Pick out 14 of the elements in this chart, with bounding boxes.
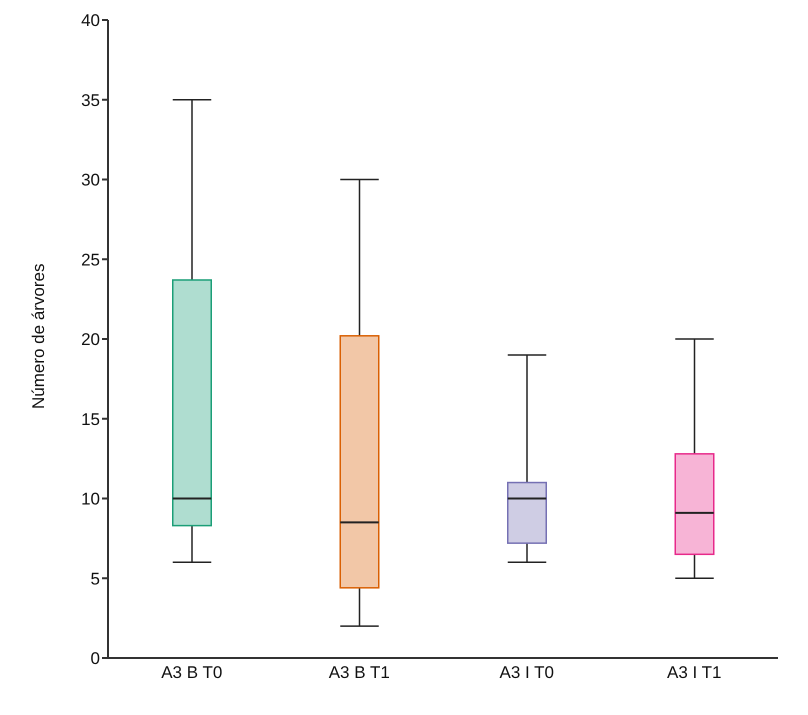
x-tick-label: A3 B T0	[161, 663, 222, 682]
y-axis-title: Número de árvores	[29, 263, 48, 409]
x-tick-label: A3 B T1	[328, 663, 390, 682]
y-tick-label: 30	[81, 170, 100, 190]
y-tick-label: 15	[81, 410, 100, 429]
y-tick-label: 20	[81, 330, 100, 350]
y-tick-label: 5	[90, 569, 100, 588]
x-tick-label: A3 I T1	[667, 663, 722, 682]
y-tick-label: 10	[81, 490, 100, 509]
y-tick-label: 40	[81, 11, 100, 30]
y-tick-label: 35	[81, 90, 100, 110]
y-tick-label: 0	[90, 649, 100, 668]
x-tick-label: A3 I T0	[500, 663, 554, 682]
y-tick-label: 25	[81, 250, 100, 270]
